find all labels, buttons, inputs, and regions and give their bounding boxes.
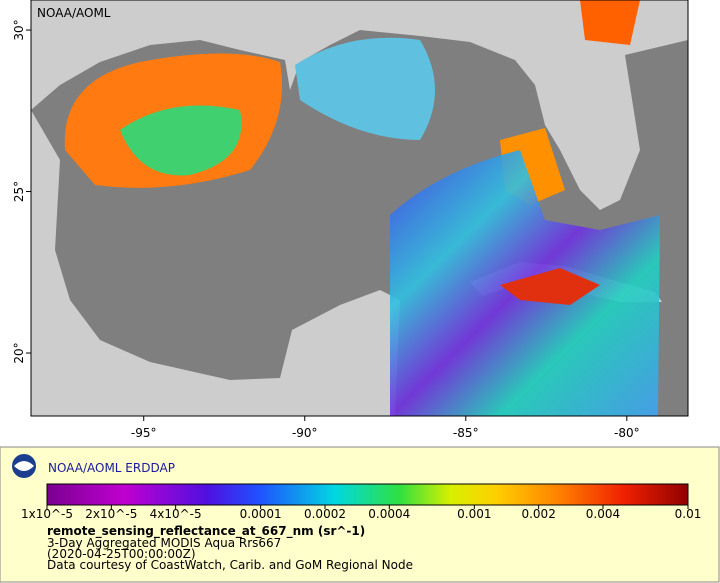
x-tick-label: -80°	[614, 426, 640, 440]
land-mexico	[31, 110, 400, 416]
colorbar-tick-label: 0.002	[521, 507, 555, 521]
x-tick-label: -85°	[453, 426, 479, 440]
colorbar-tick-label: 0.004	[586, 507, 620, 521]
plot-frame	[30, 0, 689, 417]
noaa-logo-bird	[14, 461, 34, 471]
legend-box	[0, 446, 720, 583]
legend-title: NOAA/AOML ERDDAP	[48, 461, 175, 475]
legend-line: 3-Day Aggregated MODIS Aqua Rrs667	[47, 536, 281, 550]
data-texas-inner	[120, 105, 242, 176]
axes: -95° -90° -85° -80° 20° 25° 30°	[12, 19, 640, 440]
x-tick-label: -95°	[131, 426, 157, 440]
colorbar-tick-label: 4x10^-5	[150, 507, 202, 521]
colorbar-tick-label: 0.0001	[240, 507, 282, 521]
land-us	[31, 0, 688, 210]
colorbar-tick-label: 0.001	[457, 507, 491, 521]
colorbar-ticks: 1x10^-5 2x10^-5 4x10^-5 0.0001 0.0002 0.0004 0…	[21, 505, 701, 521]
colorbar-tick-label: 0.0004	[368, 507, 410, 521]
variable-name: remote_sensing_reflectance_at_667_nm (sr…	[47, 524, 365, 539]
data-atlantic	[580, 0, 640, 45]
x-tick-label: -90°	[292, 426, 318, 440]
data-louisiana	[295, 37, 435, 140]
colorbar	[46, 483, 689, 506]
data-cuba-coast	[500, 268, 600, 305]
y-tick-label: 20°	[12, 342, 26, 363]
watermark: NOAA/AOML	[37, 6, 111, 20]
legend-line: Data courtesy of CoastWatch, Carib. and …	[47, 558, 413, 572]
colorbar-tick-label: 0.01	[675, 507, 702, 521]
colorbar-tick-label: 0.0002	[304, 507, 346, 521]
y-tick-label: 25°	[12, 181, 26, 202]
legend-line: (2020-04-25T00:00:00Z)	[47, 547, 196, 561]
colorbar-tick-label: 2x10^-5	[85, 507, 137, 521]
y-tick-label: 30°	[12, 19, 26, 40]
colorbar-tick-label: 1x10^-5	[21, 507, 73, 521]
legend-lines: 3-Day Aggregated MODIS Aqua Rrs667(2020-…	[47, 536, 413, 572]
map	[31, 0, 688, 416]
